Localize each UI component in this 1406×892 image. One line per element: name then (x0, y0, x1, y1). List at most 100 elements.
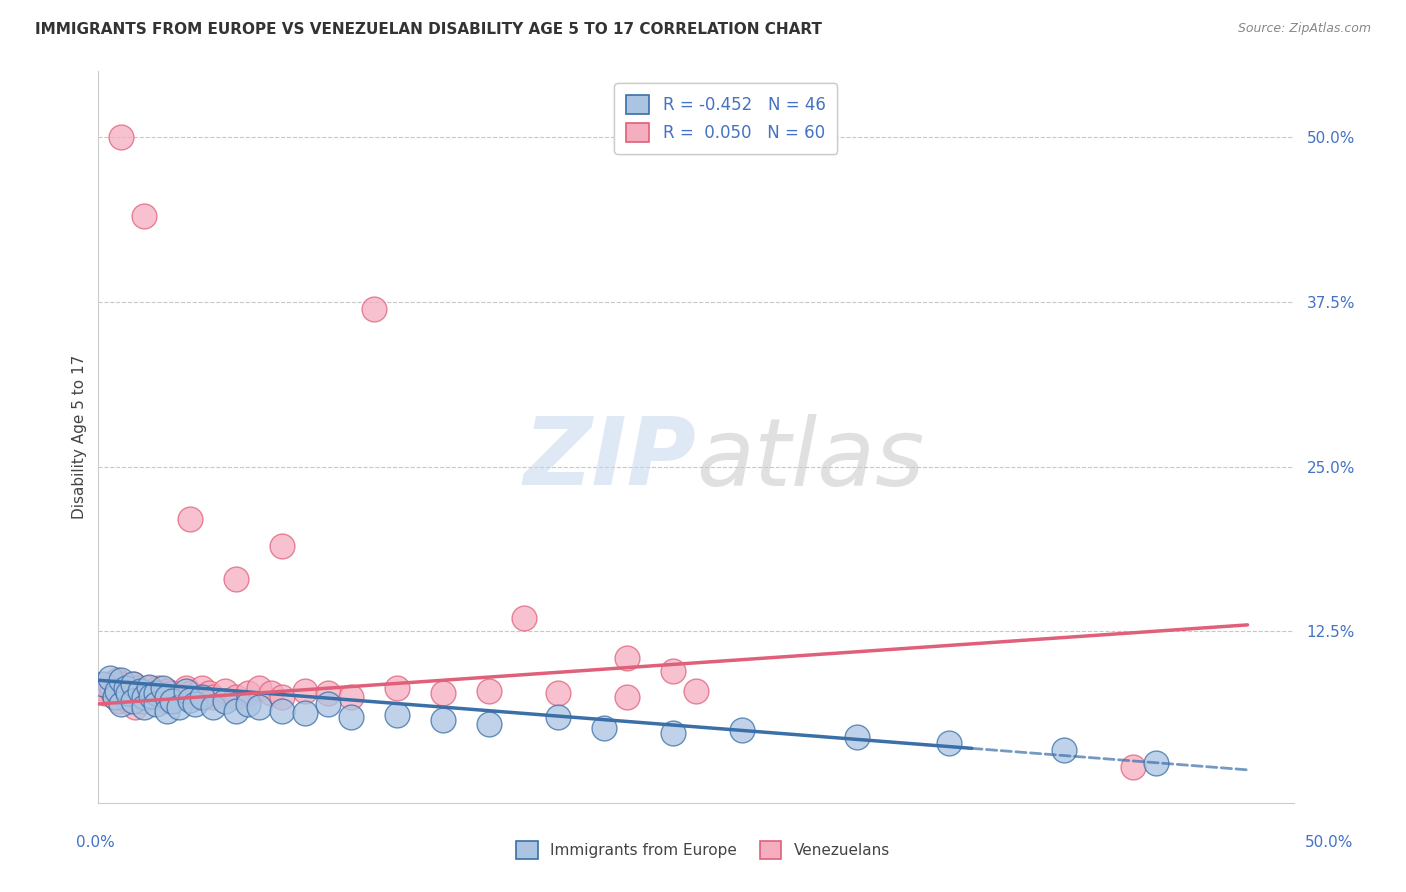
Point (247, 699, 270, 714)
Point (134, 683, 156, 698)
Point (98, 677, 121, 691)
Point (214, 683, 236, 698)
Point (186, 690, 208, 705)
Point (103, 690, 125, 705)
Point (115, 681, 138, 695)
Point (247, 681, 270, 695)
Point (197, 686, 219, 700)
Point (110, 673, 132, 688)
Point (131, 694, 153, 708)
Text: ZIP: ZIP (523, 413, 696, 505)
Point (134, 690, 156, 705)
Point (134, 699, 156, 714)
Point (108, 694, 131, 708)
Point (225, 572, 247, 586)
Point (363, 301, 385, 316)
Point (616, 690, 638, 705)
Point (236, 697, 259, 711)
Point (160, 686, 183, 700)
Point (512, 611, 534, 625)
Point (191, 681, 214, 695)
Point (179, 686, 201, 700)
Point (94, 686, 117, 700)
Point (138, 681, 160, 695)
Point (271, 704, 294, 718)
Point (156, 683, 179, 698)
Point (294, 706, 316, 721)
Point (148, 681, 170, 695)
Point (547, 686, 569, 700)
Point (120, 683, 142, 698)
Point (385, 707, 409, 722)
Point (432, 686, 454, 700)
Point (134, 690, 156, 705)
Point (236, 686, 259, 700)
Point (547, 710, 569, 724)
Point (938, 737, 960, 751)
Point (110, 130, 132, 145)
Point (167, 690, 190, 705)
Point (134, 210, 156, 224)
Point (845, 730, 868, 744)
Point (160, 694, 183, 708)
Point (128, 686, 150, 700)
Point (115, 686, 138, 700)
Point (110, 697, 132, 711)
Text: 50.0%: 50.0% (1305, 836, 1353, 850)
Point (432, 713, 454, 727)
Point (294, 683, 316, 698)
Point (316, 697, 339, 711)
Point (225, 690, 247, 705)
Point (156, 704, 179, 718)
Point (316, 686, 339, 700)
Point (152, 690, 174, 705)
Point (385, 681, 409, 695)
Point (128, 683, 150, 698)
Text: Source: ZipAtlas.com: Source: ZipAtlas.com (1237, 22, 1371, 36)
Text: IMMIGRANTS FROM EUROPE VS VENEZUELAN DISABILITY AGE 5 TO 17 CORRELATION CHART: IMMIGRANTS FROM EUROPE VS VENEZUELAN DIS… (35, 22, 823, 37)
Point (110, 683, 132, 698)
Point (141, 689, 163, 703)
Legend: R = -0.452   N = 46, R =  0.050   N = 60: R = -0.452 N = 46, R = 0.050 N = 60 (614, 83, 838, 153)
Point (117, 694, 139, 708)
Legend: Immigrants from Europe, Venezuelans: Immigrants from Europe, Venezuelans (509, 834, 897, 866)
Point (478, 683, 501, 698)
Point (179, 693, 201, 707)
Point (271, 539, 294, 553)
Point (110, 677, 132, 691)
Point (478, 716, 501, 731)
Point (214, 694, 236, 708)
Point (260, 686, 283, 700)
Point (105, 683, 128, 698)
Point (98, 671, 121, 685)
Point (138, 680, 160, 694)
Y-axis label: Disability Age 5 to 17: Disability Age 5 to 17 (72, 355, 87, 519)
Point (122, 677, 145, 691)
Point (271, 690, 294, 705)
Point (616, 650, 638, 665)
Point (122, 694, 145, 708)
Point (174, 681, 197, 695)
Point (174, 683, 197, 698)
Point (1053, 743, 1076, 757)
Point (1122, 760, 1144, 774)
Point (662, 726, 685, 740)
Text: atlas: atlas (696, 414, 924, 505)
Point (731, 723, 754, 738)
Point (105, 673, 128, 688)
Point (122, 677, 145, 691)
Text: 0.0%: 0.0% (76, 836, 115, 850)
Point (127, 681, 149, 695)
Point (179, 512, 201, 526)
Point (184, 697, 207, 711)
Point (156, 694, 179, 708)
Point (117, 686, 139, 700)
Point (145, 697, 167, 711)
Point (167, 699, 190, 714)
Point (122, 690, 145, 705)
Point (103, 690, 125, 705)
Point (91, 681, 114, 695)
Point (340, 690, 363, 705)
Point (202, 699, 225, 714)
Point (141, 689, 163, 703)
